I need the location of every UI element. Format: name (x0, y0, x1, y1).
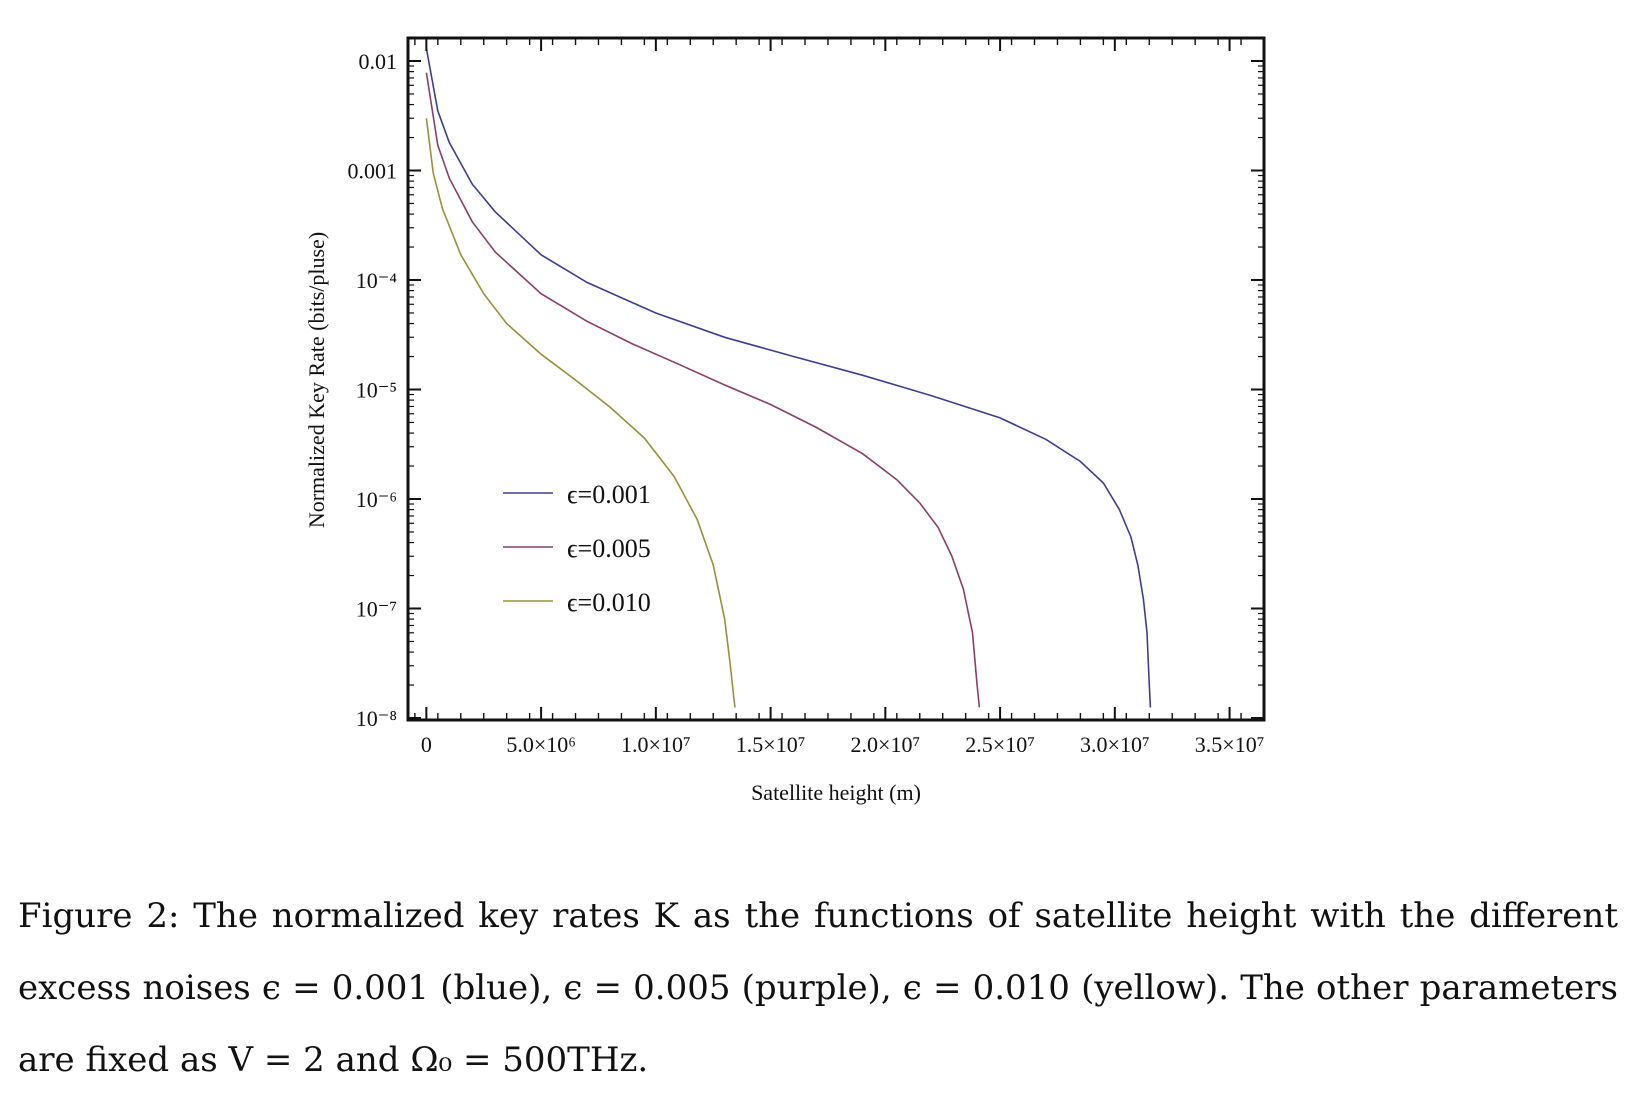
x-tick-label: 5.0×10⁶ (506, 732, 576, 757)
legend: ϵ=0.001 ϵ=0.005 ϵ=0.010 (503, 480, 651, 617)
y-tick-label: 10⁻⁸ (356, 706, 397, 731)
legend-label-1: ϵ=0.001 (567, 480, 651, 509)
x-tick-label: 2.5×10⁷ (965, 732, 1035, 757)
caption-line-1: Figure 2: The normalized key rates K as … (18, 896, 1618, 936)
x-tick-label: 3.5×10⁷ (1195, 732, 1265, 757)
plot-frame (406, 36, 1266, 722)
x-tick-label: 0 (421, 732, 432, 757)
caption-line-2: excess noises ϵ = 0.001 (blue), ϵ = 0.00… (18, 968, 1618, 1008)
x-tick-label: 1.0×10⁷ (621, 732, 691, 757)
x-tick-label: 1.5×10⁷ (736, 732, 806, 757)
y-axis-label: Normalized Key Rate (bits/pluse) (304, 232, 329, 528)
legend-label-3: ϵ=0.010 (567, 588, 651, 617)
y-tick-label: 10⁻⁴ (356, 268, 398, 293)
series-layer (425, 48, 1152, 708)
caption-line-3: are fixed as V = 2 and Ω₀ = 500THz. (18, 1040, 649, 1080)
ticks-layer (408, 38, 1264, 720)
y-tick-label: 10⁻⁶ (356, 487, 397, 512)
x-tick-label: 2.0×10⁷ (851, 732, 921, 757)
series-line-1 (425, 48, 1152, 708)
key-rate-chart: 0 5.0×10⁶ 1.0×10⁷ 1.5×10⁷ 2.0×10⁷ 2.5×10⁷ 3.0×… (304, 36, 1266, 805)
y-tick-label: 10⁻⁷ (356, 597, 397, 622)
legend-label-2: ϵ=0.005 (567, 534, 651, 563)
y-tick-label: 0.001 (348, 159, 398, 184)
figure: 0 5.0×10⁶ 1.0×10⁷ 1.5×10⁷ 2.0×10⁷ 2.5×10⁷ 3.0×… (304, 36, 1266, 805)
x-tick-label: 3.0×10⁷ (1080, 732, 1150, 757)
labels-layer: 0 5.0×10⁶ 1.0×10⁷ 1.5×10⁷ 2.0×10⁷ 2.5×10⁷ 3.0×… (348, 49, 1265, 757)
y-tick-label: 0.01 (359, 49, 398, 74)
series-line-3 (425, 118, 736, 708)
y-tick-label: 10⁻⁵ (356, 378, 397, 403)
x-axis-label: Satellite height (m) (751, 780, 921, 805)
figure-caption: Figure 2: The normalized key rates K as … (18, 880, 1618, 1096)
series-line-2 (425, 72, 981, 708)
